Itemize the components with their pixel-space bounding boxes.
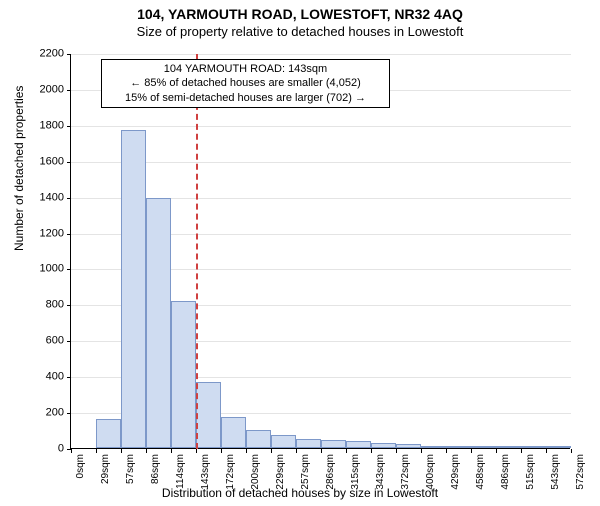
xtick-mark [471, 449, 472, 453]
ytick-mark [67, 413, 71, 414]
histogram-bar [496, 446, 521, 448]
xtick-label: 400sqm [425, 454, 436, 490]
ytick-label: 1200 [24, 228, 64, 239]
xtick-label: 0sqm [75, 454, 86, 478]
xtick-label: 229sqm [275, 454, 286, 490]
histogram-bar [546, 446, 571, 448]
xtick-mark [446, 449, 447, 453]
xtick-label: 343sqm [375, 454, 386, 490]
xtick-mark [71, 449, 72, 453]
xtick-label: 143sqm [200, 454, 211, 490]
xtick-mark [521, 449, 522, 453]
xtick-label: 29sqm [100, 454, 111, 484]
ytick-label: 200 [24, 408, 64, 419]
xtick-label: 572sqm [575, 454, 586, 490]
xtick-mark [146, 449, 147, 453]
histogram-bar [221, 417, 246, 448]
xtick-label: 114sqm [175, 454, 186, 489]
annotation-line: 15% of semi-detached houses are larger (… [108, 91, 383, 105]
xtick-label: 515sqm [525, 454, 536, 490]
histogram-bar [471, 446, 496, 448]
xtick-label: 315sqm [350, 454, 361, 490]
xtick-mark [396, 449, 397, 453]
xtick-mark [296, 449, 297, 453]
ytick-label: 0 [24, 444, 64, 455]
xtick-label: 172sqm [225, 454, 236, 490]
histogram-bar [246, 430, 271, 448]
xtick-label: 543sqm [550, 454, 561, 490]
marker-line [196, 54, 198, 449]
xtick-label: 200sqm [250, 454, 261, 490]
ytick-label: 1600 [24, 156, 64, 167]
xtick-mark [246, 449, 247, 453]
ytick-mark [67, 305, 71, 306]
ytick-mark [67, 162, 71, 163]
ytick-label: 400 [24, 372, 64, 383]
ytick-label: 800 [24, 300, 64, 311]
ytick-mark [67, 341, 71, 342]
histogram-bar [421, 446, 446, 448]
ytick-mark [67, 198, 71, 199]
histogram-bar [396, 444, 421, 448]
histogram-bar [321, 440, 346, 448]
ytick-mark [67, 54, 71, 55]
ytick-mark [67, 90, 71, 91]
histogram-bar [446, 446, 471, 448]
gridline [71, 126, 571, 127]
ytick-label: 600 [24, 336, 64, 347]
xtick-label: 86sqm [150, 454, 161, 484]
histogram-bar [196, 382, 221, 448]
xtick-mark [221, 449, 222, 453]
annotation-line: ← 85% of detached houses are smaller (4,… [108, 76, 383, 90]
xtick-mark [171, 449, 172, 453]
page-subtitle: Size of property relative to detached ho… [0, 24, 600, 39]
xtick-label: 372sqm [400, 454, 411, 490]
xtick-label: 57sqm [125, 454, 136, 484]
xtick-label: 458sqm [475, 454, 486, 490]
ytick-label: 1800 [24, 120, 64, 131]
xtick-label: 486sqm [500, 454, 511, 490]
histogram-bar [146, 198, 171, 448]
xtick-mark [371, 449, 372, 453]
xtick-mark [571, 449, 572, 453]
gridline [71, 162, 571, 163]
ytick-mark [67, 377, 71, 378]
histogram-bar [371, 443, 396, 448]
y-axis-label: Number of detached properties [12, 86, 26, 251]
xtick-mark [96, 449, 97, 453]
x-axis-label: Distribution of detached houses by size … [0, 486, 600, 500]
chart: 0200400600800100012001400160018002000220… [70, 54, 570, 449]
annotation-line: 104 YARMOUTH ROAD: 143sqm [108, 62, 383, 76]
xtick-mark [196, 449, 197, 453]
histogram-bar [521, 446, 546, 448]
xtick-mark [121, 449, 122, 453]
xtick-label: 257sqm [300, 454, 311, 490]
xtick-label: 286sqm [325, 454, 336, 490]
ytick-label: 2200 [24, 49, 64, 60]
xtick-mark [321, 449, 322, 453]
histogram-bar [271, 435, 296, 448]
xtick-label: 429sqm [450, 454, 461, 490]
ytick-label: 1000 [24, 264, 64, 275]
plot-area: 0200400600800100012001400160018002000220… [70, 54, 570, 449]
ytick-mark [67, 126, 71, 127]
xtick-mark [271, 449, 272, 453]
xtick-mark [346, 449, 347, 453]
ytick-label: 1400 [24, 192, 64, 203]
histogram-bar [121, 130, 146, 448]
ytick-mark [67, 269, 71, 270]
ytick-mark [67, 234, 71, 235]
page-title: 104, YARMOUTH ROAD, LOWESTOFT, NR32 4AQ [0, 6, 600, 22]
xtick-mark [421, 449, 422, 453]
annotation-box: 104 YARMOUTH ROAD: 143sqm← 85% of detach… [101, 59, 390, 108]
histogram-bar [171, 301, 196, 448]
xtick-mark [546, 449, 547, 453]
histogram-bar [346, 441, 371, 448]
histogram-bar [296, 439, 321, 448]
xtick-mark [496, 449, 497, 453]
histogram-bar [96, 419, 121, 448]
ytick-label: 2000 [24, 84, 64, 95]
gridline [71, 54, 571, 55]
